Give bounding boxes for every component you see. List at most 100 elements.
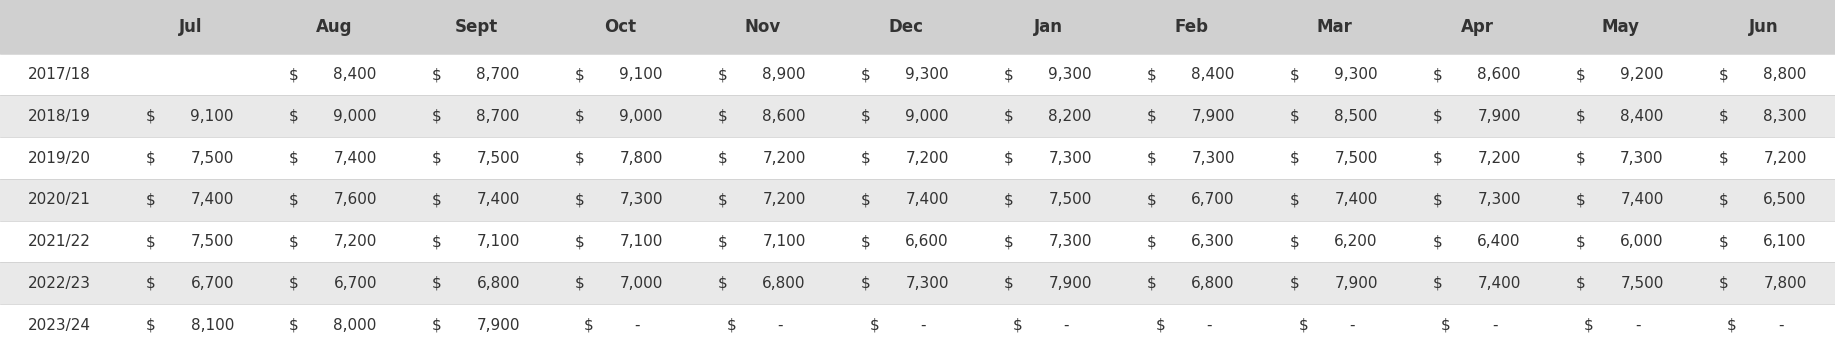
Text: $: $ — [1147, 67, 1156, 82]
Text: 7,300: 7,300 — [905, 276, 949, 291]
Text: 6,700: 6,700 — [334, 276, 376, 291]
Text: $: $ — [288, 318, 299, 333]
Text: $: $ — [1719, 151, 1729, 165]
Text: 7,300: 7,300 — [1191, 151, 1235, 165]
Text: 7,300: 7,300 — [1048, 151, 1092, 165]
Text: 7,400: 7,400 — [334, 151, 376, 165]
Text: 7,900: 7,900 — [1334, 276, 1378, 291]
Text: 7,400: 7,400 — [1620, 192, 1664, 207]
Text: $: $ — [145, 192, 156, 207]
Text: 7,900: 7,900 — [1048, 276, 1092, 291]
Text: 6,100: 6,100 — [1763, 234, 1807, 249]
Text: $: $ — [861, 276, 870, 291]
Text: $: $ — [288, 192, 299, 207]
Text: 9,100: 9,100 — [191, 109, 233, 124]
Text: $: $ — [145, 234, 156, 249]
Text: $: $ — [431, 276, 442, 291]
Text: 7,900: 7,900 — [477, 318, 519, 333]
Text: $: $ — [861, 192, 870, 207]
Text: $: $ — [1290, 276, 1299, 291]
Text: 8,700: 8,700 — [477, 67, 519, 82]
Text: $: $ — [1433, 151, 1442, 165]
Text: 7,500: 7,500 — [1334, 151, 1378, 165]
Text: 7,400: 7,400 — [1477, 276, 1521, 291]
Text: $: $ — [717, 276, 727, 291]
Text: $: $ — [288, 151, 299, 165]
Text: $: $ — [574, 234, 585, 249]
Text: -: - — [1778, 318, 1784, 333]
Text: $: $ — [1290, 192, 1299, 207]
Text: $: $ — [1290, 109, 1299, 124]
Text: 6,700: 6,700 — [191, 276, 233, 291]
Text: May: May — [1602, 18, 1639, 36]
Text: $: $ — [145, 276, 156, 291]
Text: 8,400: 8,400 — [1620, 109, 1664, 124]
Text: -: - — [1349, 318, 1354, 333]
Text: $: $ — [145, 109, 156, 124]
Text: 7,500: 7,500 — [477, 151, 519, 165]
Text: $: $ — [1433, 276, 1442, 291]
Text: -: - — [1206, 318, 1211, 333]
Text: $: $ — [1290, 151, 1299, 165]
Text: 6,500: 6,500 — [1763, 192, 1807, 207]
Text: 7,100: 7,100 — [620, 234, 662, 249]
Text: $: $ — [574, 109, 585, 124]
Text: $: $ — [1004, 192, 1013, 207]
Text: $: $ — [717, 234, 727, 249]
Text: -: - — [919, 318, 925, 333]
Text: 7,800: 7,800 — [1763, 276, 1807, 291]
Text: 8,200: 8,200 — [1048, 109, 1092, 124]
Text: $: $ — [1576, 276, 1585, 291]
Text: $: $ — [1147, 109, 1156, 124]
Text: $: $ — [1576, 109, 1585, 124]
Text: $: $ — [1004, 234, 1013, 249]
Text: 7,900: 7,900 — [1191, 109, 1235, 124]
Text: 7,200: 7,200 — [1477, 151, 1521, 165]
Text: 8,900: 8,900 — [762, 67, 806, 82]
Text: $: $ — [1440, 318, 1451, 333]
Text: 7,300: 7,300 — [1477, 192, 1521, 207]
Text: $: $ — [1004, 109, 1013, 124]
Bar — [0, 263, 1835, 304]
Text: 7,200: 7,200 — [905, 151, 949, 165]
Text: Sept: Sept — [455, 18, 499, 36]
Text: 7,500: 7,500 — [1620, 276, 1664, 291]
Text: 2017/18: 2017/18 — [28, 67, 92, 82]
Text: 6,700: 6,700 — [1191, 192, 1235, 207]
Text: 9,300: 9,300 — [905, 67, 949, 82]
Text: 8,400: 8,400 — [1191, 67, 1235, 82]
Text: $: $ — [1433, 67, 1442, 82]
Text: $: $ — [288, 276, 299, 291]
Text: -: - — [776, 318, 782, 333]
Text: 7,200: 7,200 — [1763, 151, 1807, 165]
Text: 7,000: 7,000 — [620, 276, 662, 291]
Bar — [0, 304, 1835, 346]
Text: $: $ — [861, 151, 870, 165]
Text: 8,000: 8,000 — [334, 318, 376, 333]
Text: $: $ — [431, 234, 442, 249]
Text: 6,800: 6,800 — [1191, 276, 1235, 291]
Bar — [0, 0, 1835, 54]
Text: $: $ — [1584, 318, 1595, 333]
Text: Nov: Nov — [745, 18, 782, 36]
Text: 7,300: 7,300 — [1048, 234, 1092, 249]
Text: $: $ — [1004, 151, 1013, 165]
Text: 9,300: 9,300 — [1048, 67, 1092, 82]
Text: -: - — [1492, 318, 1497, 333]
Text: 7,500: 7,500 — [191, 151, 233, 165]
Text: 7,400: 7,400 — [1334, 192, 1378, 207]
Text: Apr: Apr — [1461, 18, 1494, 36]
Text: Jan: Jan — [1035, 18, 1062, 36]
Text: Oct: Oct — [604, 18, 635, 36]
Text: $: $ — [861, 234, 870, 249]
Text: $: $ — [1147, 151, 1156, 165]
Text: $: $ — [145, 151, 156, 165]
Text: 8,600: 8,600 — [762, 109, 806, 124]
Text: $: $ — [1433, 109, 1442, 124]
Text: $: $ — [1719, 109, 1729, 124]
Text: $: $ — [1433, 234, 1442, 249]
Text: $: $ — [717, 192, 727, 207]
Text: 7,600: 7,600 — [334, 192, 376, 207]
Text: 7,200: 7,200 — [334, 234, 376, 249]
Text: 2019/20: 2019/20 — [28, 151, 92, 165]
